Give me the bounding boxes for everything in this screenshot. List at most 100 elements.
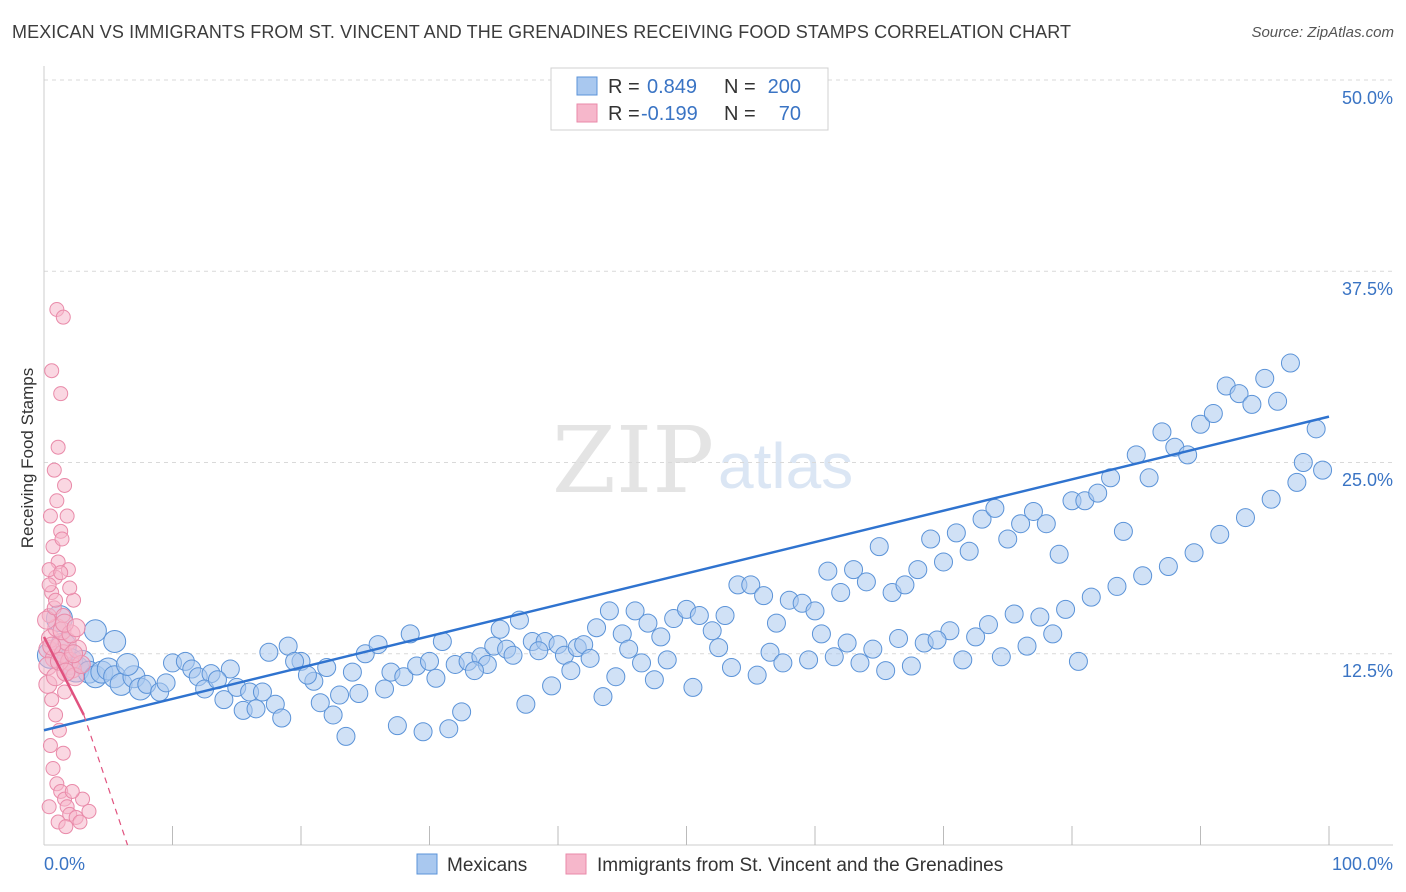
y-tick-label: 50.0% (1342, 88, 1393, 108)
point-mexicans (103, 630, 127, 654)
point-mexicans (837, 633, 857, 653)
point-immigrants (72, 814, 88, 830)
point-mexicans (702, 621, 722, 641)
point-mexicans (156, 673, 176, 693)
point-mexicans (664, 609, 684, 629)
point-immigrants (48, 592, 64, 608)
point-mexicans (927, 630, 947, 650)
point-mexicans (889, 628, 909, 648)
source-credit: Source: ZipAtlas.com (1251, 24, 1394, 41)
point-mexicans (297, 665, 317, 685)
point-mexicans (876, 661, 896, 681)
point-mexicans (400, 624, 420, 644)
point-mexicans (1261, 489, 1281, 509)
correlation-legend: R = 0.849 N = 200 R = -0.199 N = 70 (550, 67, 829, 131)
point-mexicans (946, 523, 966, 543)
point-immigrants (50, 439, 66, 455)
point-mexicans (1229, 384, 1249, 404)
point-mexicans (644, 670, 664, 690)
point-mexicans (1242, 394, 1262, 414)
gridlines (44, 79, 1393, 655)
legend-n-value: 200 (768, 76, 801, 98)
point-mexicans (895, 575, 915, 595)
point-mexicans (1068, 651, 1088, 671)
point-immigrants (44, 363, 60, 379)
point-mexicans (1268, 391, 1288, 411)
legend-swatch-blue (576, 76, 598, 96)
point-mexicans (394, 667, 414, 687)
point-mexicans (323, 705, 343, 725)
point-immigrants (41, 799, 57, 815)
point-mexicans (1056, 599, 1076, 619)
chart-title: MEXICAN VS IMMIGRANTS FROM ST. VINCENT A… (12, 22, 1072, 42)
point-mexicans (908, 560, 928, 580)
point-mexicans (844, 560, 864, 580)
point-mexicans (1152, 422, 1172, 442)
point-mexicans (799, 650, 819, 670)
point-mexicans (747, 665, 767, 685)
point-mexicans (439, 719, 459, 739)
point-immigrants (55, 309, 71, 325)
legend-swatch-mexicans (416, 853, 438, 875)
point-mexicans (464, 661, 484, 681)
legend-r-label: R = (608, 76, 640, 98)
point-immigrants (66, 618, 86, 638)
point-mexicans (1133, 566, 1153, 586)
point-mexicans (689, 606, 709, 625)
point-immigrants (44, 692, 60, 708)
x-tick-label-min: 0.0% (44, 854, 85, 874)
point-mexicans (116, 652, 140, 676)
point-mexicans (1280, 353, 1300, 373)
point-mexicans (863, 639, 883, 659)
point-mexicans (901, 656, 921, 676)
point-mexicans (824, 647, 844, 667)
watermark-atlas: atlas (718, 430, 853, 502)
point-mexicans (651, 627, 671, 647)
legend-swatch-pink (576, 103, 598, 123)
point-mexicans (516, 694, 536, 714)
point-mexicans (972, 509, 992, 529)
point-mexicans (1191, 414, 1210, 434)
point-mexicans (220, 659, 240, 679)
point-mexicans (1023, 501, 1043, 521)
point-immigrants (58, 819, 74, 835)
axes (43, 66, 1393, 846)
point-mexicans (1255, 368, 1275, 388)
point-immigrants (64, 783, 80, 799)
point-mexicans (272, 708, 292, 728)
point-mexicans (542, 676, 562, 696)
y-axis-label: Receiving Food Stamps (18, 368, 37, 548)
point-mexicans (638, 613, 658, 633)
point-mexicans (991, 647, 1011, 667)
point-mexicans (657, 650, 677, 670)
point-immigrants (57, 477, 73, 493)
point-mexicans (452, 702, 472, 722)
point-mexicans (1043, 624, 1063, 644)
trend-lines (42, 415, 1330, 846)
point-immigrants (53, 565, 69, 581)
point-mexicans (831, 583, 851, 603)
point-mexicans (856, 572, 876, 592)
point-mexicans (1313, 460, 1333, 480)
point-mexicans (599, 601, 619, 621)
point-mexicans (1081, 587, 1101, 607)
point-mexicans (811, 624, 831, 644)
legend-r-value: 0.849 (647, 76, 697, 98)
point-mexicans (683, 677, 703, 697)
point-mexicans (285, 651, 305, 671)
point-mexicans (632, 653, 652, 673)
point-mexicans (593, 687, 613, 707)
point-mexicans (1158, 557, 1178, 577)
point-mexicans (850, 653, 870, 673)
legend-label-immigrants: Immigrants from St. Vincent and the Gren… (597, 855, 1003, 876)
point-mexicans (259, 642, 279, 662)
point-immigrants (53, 386, 69, 402)
point-mexicans (940, 621, 960, 641)
point-mexicans (503, 645, 523, 665)
point-mexicans (721, 658, 741, 678)
point-mexicans (1049, 544, 1069, 564)
point-immigrants (49, 493, 65, 509)
point-immigrants (55, 745, 71, 761)
point-mexicans (387, 716, 407, 736)
point-mexicans (246, 699, 266, 719)
